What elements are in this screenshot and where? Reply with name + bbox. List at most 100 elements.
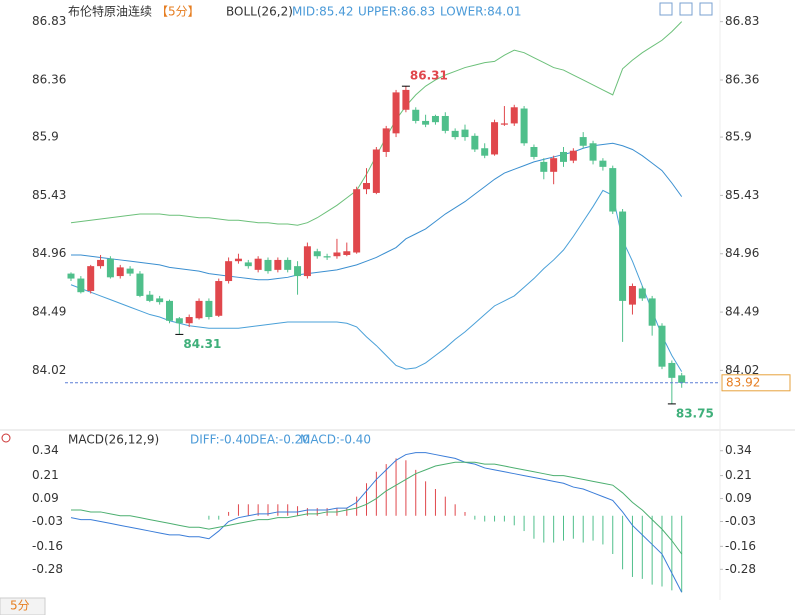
candle-body <box>264 259 272 272</box>
icon[interactable] <box>679 2 693 16</box>
candle-body <box>205 300 213 318</box>
period[interactable]: 【5分】 <box>156 5 200 19</box>
candle-body <box>382 128 390 152</box>
candle-body <box>185 317 193 324</box>
candle-body <box>215 281 223 316</box>
legend-lower: LOWER:84.01 <box>440 5 522 19</box>
candle-body <box>166 300 173 321</box>
period-tab[interactable] <box>0 597 46 615</box>
y-tick-label-right: 86.83 <box>725 14 759 28</box>
candle-body <box>461 129 469 138</box>
candle-body <box>540 161 548 172</box>
y-tick-label: 86.36 <box>32 72 66 86</box>
legend-mid: MID:85.42 <box>292 5 354 19</box>
crosshair-icon <box>1 433 11 443</box>
y-tick-label: 85.9 <box>32 130 59 144</box>
y-tick-label: -0.28 <box>32 562 63 576</box>
period-tab-label[interactable]: 5分 <box>10 599 30 613</box>
candle-body <box>284 259 292 270</box>
boll-band <box>70 189 683 372</box>
extreme-label: 84.31 <box>183 337 221 351</box>
y-tick-label: 86.83 <box>32 14 66 28</box>
candle-body <box>116 267 124 277</box>
candle-body <box>323 256 331 258</box>
extreme-label: 83.75 <box>676 406 714 420</box>
y-tick-label-right: 84.49 <box>725 305 759 319</box>
candle-body <box>569 150 577 161</box>
legend-diff: DIFF:-0.40 <box>190 433 251 447</box>
candle-body <box>619 211 627 301</box>
candle-body <box>333 252 341 257</box>
candle-body <box>628 286 636 305</box>
candle-body <box>638 288 646 299</box>
candle-body <box>510 107 518 124</box>
candle-body <box>658 325 666 367</box>
candle-body <box>175 318 183 324</box>
y-tick-label-right: 0.34 <box>725 443 752 457</box>
y-tick-label-right: 0.21 <box>725 468 752 482</box>
chart-title: 布伦特原油连续 <box>68 4 152 19</box>
candle-body <box>372 149 380 193</box>
candle-body <box>146 294 154 301</box>
candle-body <box>254 258 262 270</box>
candle-body <box>491 122 499 155</box>
y-tick-label-right: -0.03 <box>725 514 756 528</box>
legend-upper: UPPER:86.83 <box>358 5 435 19</box>
y-tick-label-right: 84.02 <box>725 363 759 377</box>
candle-body <box>648 298 656 326</box>
candle-body <box>156 298 164 303</box>
candle-body <box>195 300 203 319</box>
boll-band <box>71 142 683 281</box>
y-tick-label-right: 85.9 <box>725 130 752 144</box>
y-tick-label: 84.96 <box>32 246 66 260</box>
candle-body <box>589 143 597 161</box>
candle-body <box>422 120 430 125</box>
extreme-label: 86.31 <box>410 69 448 83</box>
toolbar-icons[interactable] <box>659 2 713 16</box>
legend-dea: DEA:-0.20 <box>250 433 310 447</box>
candle-body <box>343 251 351 255</box>
candle-body <box>106 258 114 278</box>
y-tick-label: -0.03 <box>32 514 63 528</box>
candle-body <box>520 108 528 144</box>
y-tick-label: 84.02 <box>32 363 66 377</box>
candle-body <box>678 375 686 383</box>
candle-body <box>441 115 449 131</box>
candle-body <box>87 266 95 291</box>
legend-macd: MACD:-0.40 <box>300 433 371 447</box>
candle-body <box>303 246 311 277</box>
price-label: 83.92 <box>726 375 760 389</box>
y-tick-label-right: -0.16 <box>725 539 756 553</box>
macd-title: MACD(26,12,9) <box>68 433 159 447</box>
candle-body <box>579 137 587 146</box>
price-box <box>721 374 791 392</box>
candle-body <box>402 89 410 110</box>
y-tick-label-right: -0.28 <box>725 562 756 576</box>
candle-body <box>412 109 420 121</box>
y-tick-label-right: 0.09 <box>725 491 752 505</box>
candle-body <box>599 160 607 167</box>
candle-body <box>668 362 676 378</box>
candle-body <box>431 115 439 123</box>
y-tick-label-right: 86.36 <box>725 72 759 86</box>
indicator: BOLL(26,2) <box>226 5 293 19</box>
y-tick-label: 0.21 <box>32 468 59 482</box>
candle-body <box>234 258 242 262</box>
y-tick-label: -0.16 <box>32 539 63 553</box>
icon[interactable] <box>659 2 673 16</box>
candle-body <box>471 135 479 150</box>
macd-line <box>71 461 683 555</box>
candle-body <box>353 189 361 253</box>
y-tick-label-right: 84.96 <box>725 246 759 260</box>
candle-body <box>560 151 567 162</box>
y-tick-label: 84.49 <box>32 305 66 319</box>
candle-body <box>294 266 302 277</box>
y-tick-label: 0.34 <box>32 443 59 457</box>
y-tick-label: 85.43 <box>32 188 66 202</box>
candle-body <box>225 261 233 282</box>
boll-band <box>70 21 683 226</box>
candle-body <box>67 273 75 279</box>
candle-body <box>136 273 144 296</box>
icon[interactable] <box>699 2 713 16</box>
